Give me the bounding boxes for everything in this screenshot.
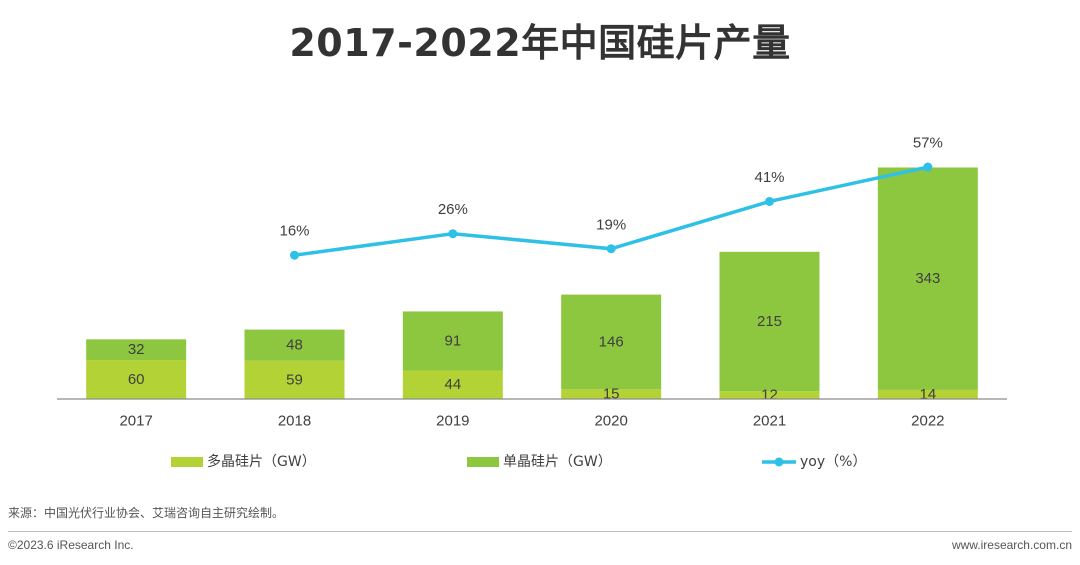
data-label-polycrystalline-2018: 59 xyxy=(286,371,303,388)
bar-monocrystalline-2021 xyxy=(719,251,820,392)
copyright-text: ©2023.6 iResearch Inc. xyxy=(8,538,134,552)
legend-swatch-polycrystalline xyxy=(171,457,203,467)
data-label-monocrystalline-2019: 91 xyxy=(444,332,461,349)
yoy-point-2021 xyxy=(765,196,774,206)
source-note: 来源：中国光伏行业协会、艾瑞咨询自主研究绘制。 xyxy=(8,506,285,520)
bar-monocrystalline-2018 xyxy=(244,329,345,361)
bar-polycrystalline-2021 xyxy=(719,391,820,399)
yoy-point-2018 xyxy=(290,250,299,260)
yoy-point-2019 xyxy=(448,229,458,239)
bar-polycrystalline-2020 xyxy=(561,389,662,399)
data-label-monocrystalline-2017: 32 xyxy=(128,341,145,358)
x-tick-label-2022: 2022 xyxy=(911,413,944,430)
x-tick-label-2020: 2020 xyxy=(594,413,627,430)
bar-monocrystalline-2017 xyxy=(86,339,187,361)
x-tick-label-2018: 2018 xyxy=(278,413,311,430)
yoy-label-2022: 57% xyxy=(913,135,943,152)
legend-label-polycrystalline: 多晶硅片（GW） xyxy=(207,453,316,470)
bar-monocrystalline-2022 xyxy=(877,167,978,390)
data-label-polycrystalline-2021: 12 xyxy=(761,387,778,404)
x-tick-label-2021: 2021 xyxy=(753,413,786,430)
legend-swatch-monocrystalline xyxy=(467,457,499,467)
bar-monocrystalline-2019 xyxy=(402,311,503,371)
footer-divider xyxy=(8,531,1072,532)
yoy-point-2022 xyxy=(923,162,933,172)
yoy-point-2020 xyxy=(606,244,616,254)
data-label-polycrystalline-2022: 14 xyxy=(919,386,936,403)
x-tick-label-2019: 2019 xyxy=(436,413,469,430)
bar-polycrystalline-2017 xyxy=(86,360,187,399)
data-label-polycrystalline-2020: 15 xyxy=(603,386,620,403)
yoy-label-2019: 26% xyxy=(438,201,468,218)
x-tick-label-2017: 2017 xyxy=(119,413,152,430)
bar-polycrystalline-2022 xyxy=(877,389,978,399)
legend-label-yoy: yoy（%） xyxy=(800,454,866,470)
legend-label-monocrystalline: 单晶硅片（GW） xyxy=(503,454,612,470)
data-label-polycrystalline-2019: 44 xyxy=(444,376,461,393)
data-label-polycrystalline-2017: 60 xyxy=(128,371,145,388)
bar-monocrystalline-2020 xyxy=(561,294,662,390)
chart: 60 32 2017 59 48 2018 44 91 2019 15 146 2020 12 215 20… xyxy=(57,135,1007,470)
data-label-monocrystalline-2018: 48 xyxy=(286,337,303,354)
data-label-monocrystalline-2020: 146 xyxy=(599,333,624,350)
website-text: www.iresearch.com.cn xyxy=(951,538,1072,552)
chart-title: 2017-2022年中国硅片产量 xyxy=(289,21,791,65)
yoy-label-2020: 19% xyxy=(596,216,626,233)
data-label-monocrystalline-2022: 343 xyxy=(915,270,940,287)
bar-polycrystalline-2018 xyxy=(244,360,345,399)
yoy-line xyxy=(294,165,929,257)
yoy-label-2018: 16% xyxy=(279,223,309,240)
legend-swatch-yoy-marker xyxy=(774,457,784,467)
yoy-label-2021: 41% xyxy=(754,169,784,186)
bar-polycrystalline-2019 xyxy=(402,370,503,399)
data-label-monocrystalline-2021: 215 xyxy=(757,313,782,330)
